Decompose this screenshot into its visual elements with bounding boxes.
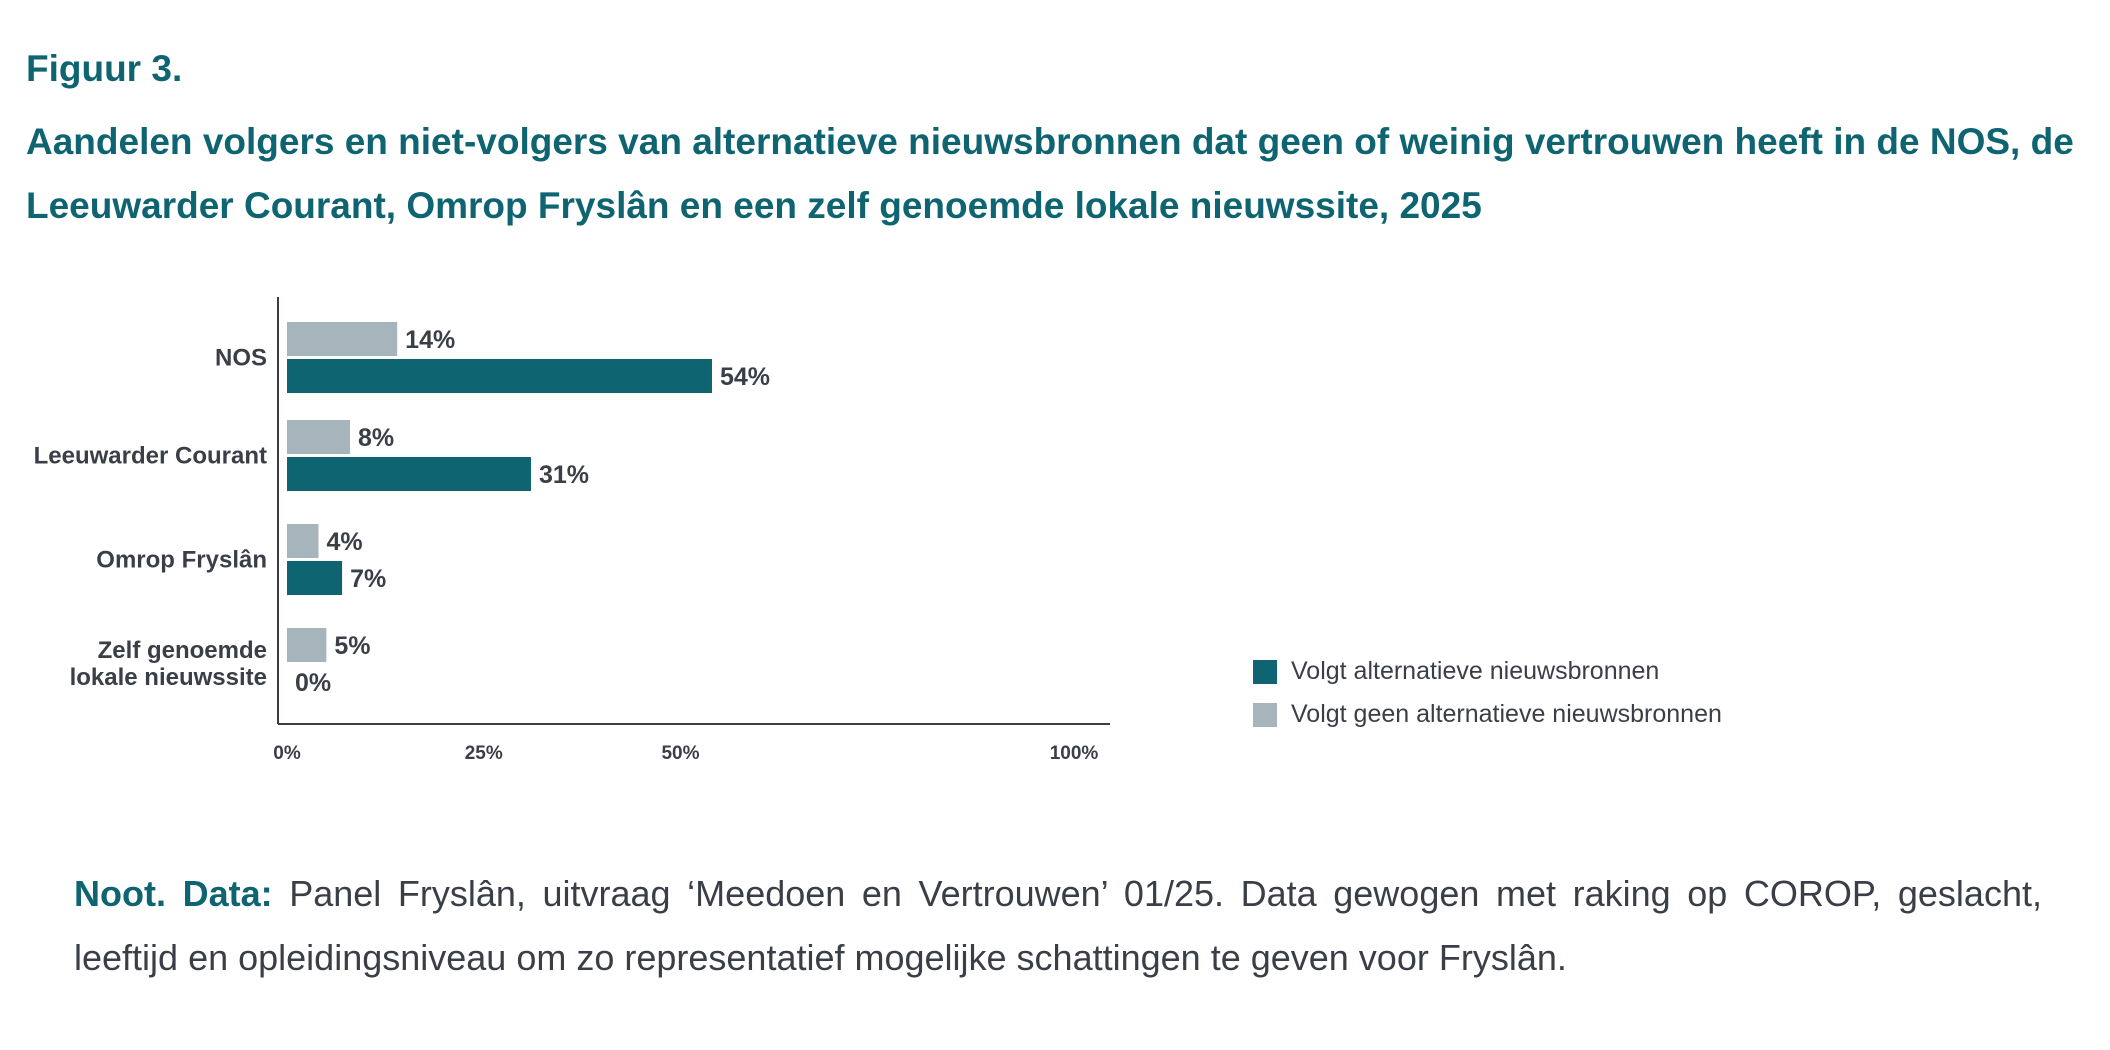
footnote-text: Panel Fryslân, uitvraag ‘Meedoen en Vert… — [74, 873, 2042, 978]
legend-label-followers: Volgt alternatieve nieuwsbronnen — [1291, 657, 1660, 685]
chart-legend: Volgt alternatieve nieuwsbronnen Volgt g… — [1253, 650, 1722, 736]
figure-label: Figuur 3. — [26, 48, 183, 89]
bar-chart: NOS 14% 54% Leeuwarder Courant 8% 31% Omrop Fr… — [34, 297, 1110, 764]
data-label: 8% — [358, 424, 394, 452]
x-tick-label: 50% — [661, 743, 699, 764]
category-label: Leeuwarder Courant — [34, 443, 267, 470]
data-label: 14% — [405, 326, 455, 354]
data-label: 7% — [350, 565, 386, 593]
bar — [287, 322, 398, 356]
footnote-lead: Noot. Data: — [74, 873, 273, 914]
legend-item-non-followers: Volgt geen alternatieve nieuwsbronnen — [1253, 693, 1722, 736]
category-label-line: lokale nieuwssite — [70, 664, 267, 691]
data-label: 5% — [334, 632, 370, 660]
legend-swatch-followers — [1253, 659, 1277, 684]
legend-label-non-followers: Volgt geen alternatieve nieuwsbronnen — [1291, 700, 1722, 728]
data-label: 0% — [295, 669, 331, 697]
legend-swatch-non-followers — [1253, 702, 1277, 727]
bar — [287, 561, 343, 595]
category-label: Omrop Fryslân — [96, 547, 267, 574]
x-tick-label: 25% — [465, 743, 503, 764]
data-label: 31% — [539, 461, 589, 489]
bar — [287, 457, 531, 491]
data-label: 54% — [720, 363, 770, 391]
category-label-line: Leeuwarder Courant — [34, 443, 267, 470]
category-label-line: Zelf genoemde — [98, 637, 267, 664]
category-label: Zelf genoemde lokale nieuwssite — [70, 637, 267, 691]
bar — [287, 628, 327, 662]
x-tick-label: 0% — [273, 743, 301, 764]
data-label: 4% — [326, 528, 362, 556]
bar — [287, 420, 350, 454]
legend-item-followers: Volgt alternatieve nieuwsbronnen — [1253, 650, 1722, 693]
bar — [287, 524, 319, 558]
category-label-line: NOS — [215, 345, 267, 372]
category-label: NOS — [215, 345, 267, 372]
category-label-line: Omrop Fryslân — [96, 547, 267, 574]
bar — [287, 359, 712, 393]
figure-title: Aandelen volgers en niet-volgers van alt… — [26, 121, 2074, 226]
x-tick-label: 100% — [1050, 743, 1099, 764]
footnote: Noot. Data: Panel Fryslân, uitvraag ‘Mee… — [74, 862, 2042, 990]
